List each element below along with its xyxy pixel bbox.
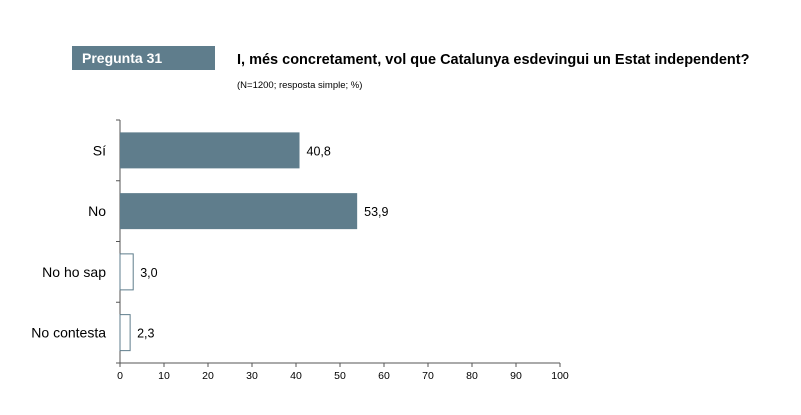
x-tick-label: 90 bbox=[510, 370, 522, 382]
sample-note: (N=1200; resposta simple; %) bbox=[237, 80, 363, 91]
x-tick-label: 60 bbox=[378, 370, 390, 382]
x-tick-label: 80 bbox=[466, 370, 478, 382]
x-tick-label: 10 bbox=[158, 370, 170, 382]
bar bbox=[120, 132, 300, 169]
x-tick-label: 40 bbox=[290, 370, 302, 382]
bar bbox=[119, 314, 131, 352]
x-tick-label: 20 bbox=[202, 370, 214, 382]
x-tick-label: 30 bbox=[246, 370, 258, 382]
value-label: 2,3 bbox=[137, 327, 154, 341]
x-tick-label: 50 bbox=[334, 370, 346, 382]
category-label: Sí bbox=[93, 142, 106, 158]
value-label: 53,9 bbox=[364, 205, 388, 219]
x-tick-label: 100 bbox=[551, 370, 569, 382]
category-label: No bbox=[88, 203, 106, 219]
x-tick-label: 0 bbox=[117, 370, 123, 382]
question-number-badge: Pregunta 31 bbox=[72, 46, 215, 70]
question-title: I, més concretament, vol que Catalunya e… bbox=[237, 52, 750, 68]
value-label: 3,0 bbox=[140, 266, 157, 280]
value-label: 40,8 bbox=[307, 144, 331, 158]
x-tick-label: 70 bbox=[422, 370, 434, 382]
category-label: No contesta bbox=[31, 325, 106, 341]
bar bbox=[120, 193, 358, 230]
bar bbox=[119, 253, 134, 291]
category-label: No ho sap bbox=[42, 264, 106, 280]
